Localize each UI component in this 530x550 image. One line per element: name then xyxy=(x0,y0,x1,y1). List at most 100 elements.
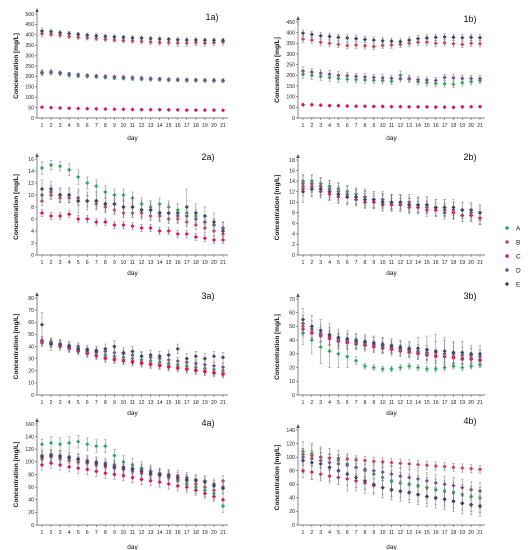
y-tick-label: 16 xyxy=(28,157,34,163)
data-point xyxy=(300,30,306,36)
data-point xyxy=(424,478,429,483)
x-tick-label: 5 xyxy=(77,260,80,266)
data-point xyxy=(371,365,376,370)
y-tick-label: 0 xyxy=(31,253,34,259)
x-tick-label: 9 xyxy=(113,400,116,406)
x-tick-label: 17 xyxy=(442,260,448,266)
data-point xyxy=(371,38,376,43)
y-tick-label: 200 xyxy=(25,74,34,80)
data-point xyxy=(48,341,54,347)
data-point xyxy=(148,107,153,112)
data-point xyxy=(371,44,376,49)
x-tick-label: 12 xyxy=(397,123,403,129)
data-point xyxy=(380,200,385,205)
data-point xyxy=(58,105,63,111)
data-point xyxy=(157,472,162,477)
data-point xyxy=(451,364,456,369)
data-point xyxy=(48,186,54,192)
x-tick-label: 19 xyxy=(459,123,465,129)
data-point xyxy=(39,105,45,110)
data-point xyxy=(433,495,438,500)
x-tick-label: 7 xyxy=(95,530,98,536)
data-point xyxy=(67,71,72,77)
y-axis-arrow xyxy=(35,153,39,157)
x-tick-label: 16 xyxy=(433,123,439,129)
x-tick-label: 14 xyxy=(415,123,421,129)
data-point xyxy=(469,364,474,369)
y-tick-label: 450 xyxy=(286,20,295,26)
data-point xyxy=(139,107,144,112)
x-tick-label: 19 xyxy=(459,260,465,266)
data-point xyxy=(202,491,207,496)
x-tick-label: 11 xyxy=(389,530,394,536)
y-axis-arrow xyxy=(296,16,300,20)
x-tick-label: 20 xyxy=(468,530,474,536)
x-tick-label: 13 xyxy=(406,400,412,406)
x-tick-label: 9 xyxy=(113,123,116,129)
x-tick-label: 18 xyxy=(451,260,457,266)
data-point xyxy=(121,35,126,40)
data-point xyxy=(345,35,350,41)
data-point xyxy=(389,487,394,492)
data-point xyxy=(148,478,153,483)
data-point xyxy=(380,485,385,490)
data-point xyxy=(166,473,171,478)
data-point xyxy=(121,192,126,198)
x-tick-label: 1 xyxy=(41,530,44,536)
data-point xyxy=(193,107,198,113)
data-point xyxy=(398,104,403,109)
x-axis-label: day xyxy=(127,135,138,142)
data-point xyxy=(157,479,162,485)
x-tick-label: 16 xyxy=(433,400,439,406)
x-tick-label: 8 xyxy=(104,400,107,406)
y-tick-label: 250 xyxy=(286,62,295,68)
data-point xyxy=(58,192,63,198)
x-tick-label: 1 xyxy=(41,260,44,266)
x-tick-label: 12 xyxy=(139,260,145,266)
data-point xyxy=(380,43,385,48)
x-tick-label: 11 xyxy=(130,123,135,129)
x-tick-label: 14 xyxy=(157,260,163,266)
data-point xyxy=(477,35,483,40)
x-tick-label: 3 xyxy=(59,123,62,129)
data-point xyxy=(451,75,456,80)
y-tick-label: 50 xyxy=(28,332,34,338)
x-tick-label: 2 xyxy=(310,530,313,536)
x-tick-label: 9 xyxy=(372,530,375,536)
data-point xyxy=(94,198,99,204)
y-tick-label: 140 xyxy=(25,434,34,440)
data-point xyxy=(67,31,72,36)
data-point xyxy=(211,483,217,488)
data-point xyxy=(442,464,447,469)
y-tick-label: 150 xyxy=(286,84,295,90)
data-point xyxy=(407,475,412,480)
data-point xyxy=(130,107,135,112)
data-point xyxy=(139,469,144,474)
y-axis-label: Concentration [mg/L] xyxy=(274,445,281,511)
data-point xyxy=(130,467,135,472)
x-tick-label: 2 xyxy=(310,260,313,266)
y-tick-label: 250 xyxy=(25,64,34,70)
y-tick-label: 16 xyxy=(289,168,295,174)
data-point xyxy=(318,186,323,192)
data-point xyxy=(211,219,217,225)
x-tick-label: 18 xyxy=(451,123,457,129)
data-point xyxy=(442,482,447,487)
data-point xyxy=(469,466,474,471)
data-point xyxy=(193,361,198,366)
data-point xyxy=(469,104,474,109)
x-tick-label: 5 xyxy=(337,123,340,129)
x-tick-label: 17 xyxy=(184,400,190,406)
data-point xyxy=(148,225,153,231)
legend-marker xyxy=(504,281,510,287)
y-tick-label: 80 xyxy=(28,296,34,302)
series-E xyxy=(300,308,483,368)
data-point xyxy=(309,32,314,37)
data-point xyxy=(424,347,429,352)
x-tick-label: 15 xyxy=(166,400,172,406)
x-tick-label: 20 xyxy=(211,400,217,406)
legend-item-D: D xyxy=(504,267,521,274)
data-point xyxy=(39,165,45,171)
